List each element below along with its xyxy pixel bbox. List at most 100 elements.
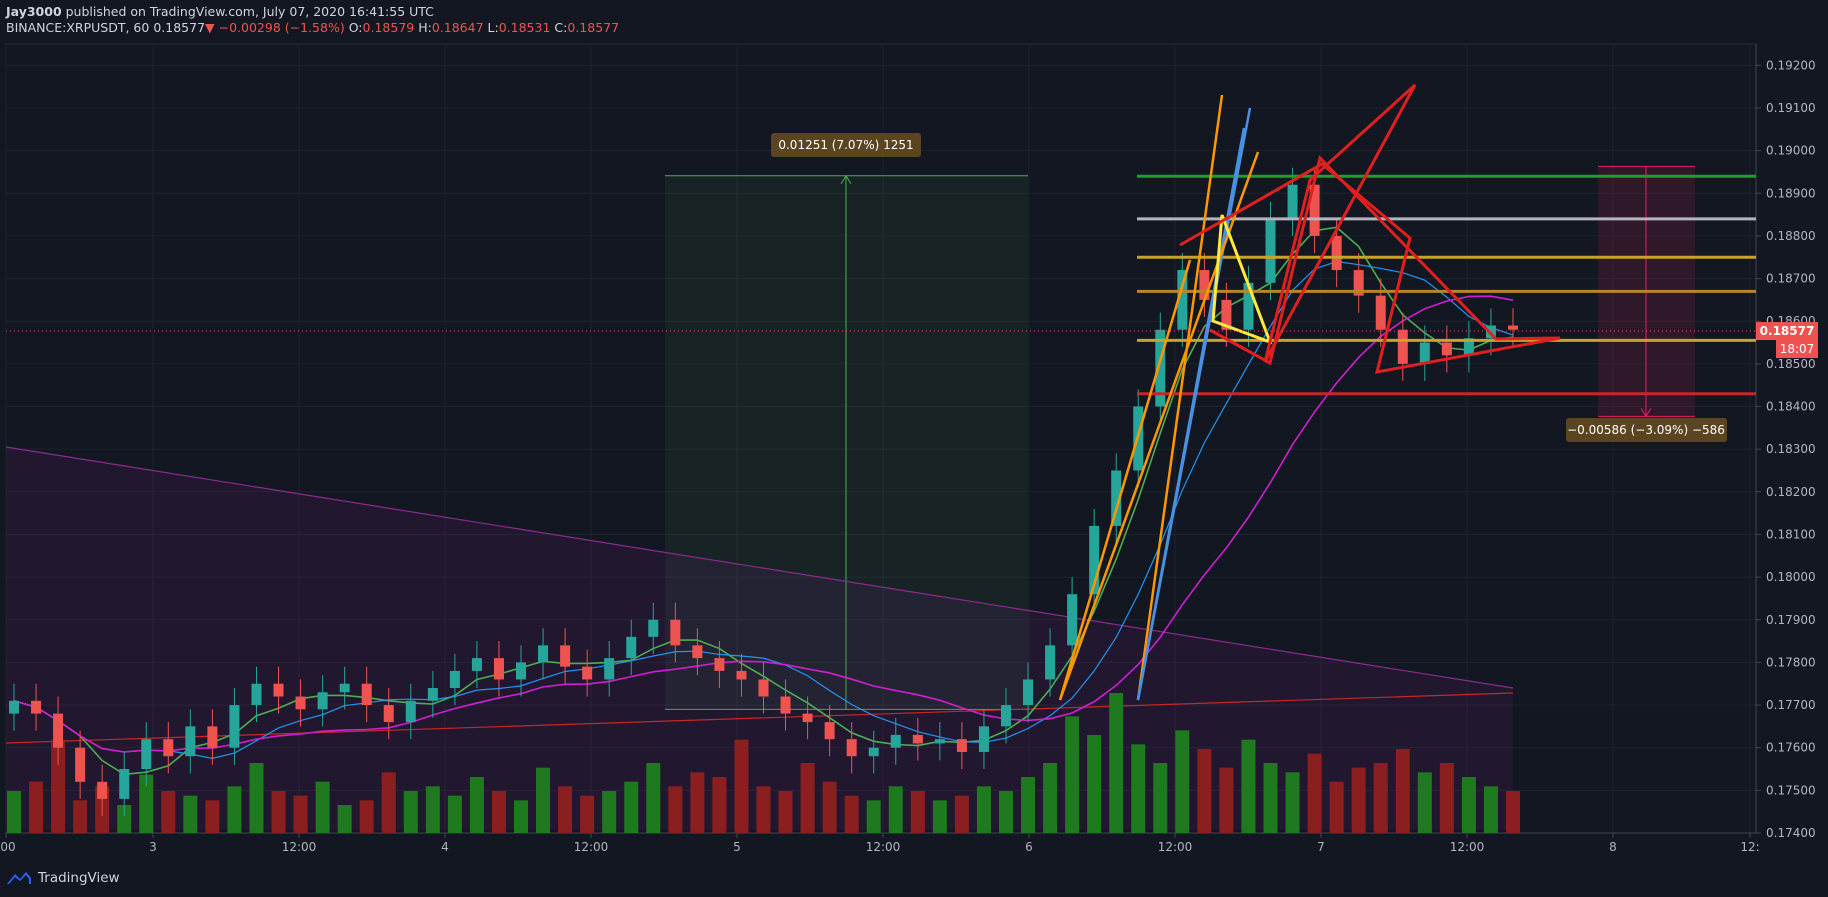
- candle-body: [97, 781, 108, 799]
- volume-bar: [1263, 763, 1278, 833]
- x-tick-label: 12:00: [866, 840, 901, 854]
- candle-body: [1353, 270, 1364, 296]
- volume-bar: [293, 795, 308, 833]
- descending-trendline: [5, 446, 1514, 689]
- volume-bar: [1329, 781, 1344, 833]
- candle-body: [516, 662, 527, 680]
- high-label: H:: [418, 20, 432, 35]
- candle-body: [9, 700, 19, 714]
- volume-bar: [668, 786, 683, 833]
- volume-bar: [954, 795, 969, 833]
- candle-body: [383, 705, 394, 723]
- candle-body: [1067, 594, 1078, 646]
- footer-brand[interactable]: TradingView: [38, 870, 120, 886]
- ma-slow-line: [13, 295, 1514, 753]
- candle-body: [1023, 679, 1034, 706]
- candle-body: [934, 739, 945, 744]
- volume-bar: [1175, 730, 1190, 833]
- candle-body: [1309, 184, 1320, 236]
- ohlc-line: BINANCE:XRPUSDT, 60 0.18577▼ −0.00298 (−…: [6, 20, 619, 36]
- candle-body: [626, 636, 637, 659]
- publisher-name[interactable]: Jay3000: [6, 4, 62, 19]
- volume-bar: [1483, 786, 1498, 833]
- publish-line: Jay3000 published on TradingView.com, Ju…: [6, 4, 619, 20]
- measure-down-label-bg: [1566, 418, 1727, 442]
- volume-bar: [844, 795, 859, 833]
- close-label: C:: [554, 20, 568, 35]
- y-tick-label: 0.17700: [1766, 698, 1816, 712]
- candle-body: [538, 645, 549, 663]
- candle-body: [1155, 329, 1166, 407]
- low-value: 0.18531: [498, 20, 551, 35]
- last-price-tag: [1756, 322, 1818, 341]
- volume-bar: [117, 805, 132, 833]
- candle-body: [1375, 295, 1386, 330]
- y-tick-label: 0.18500: [1766, 357, 1816, 371]
- candle-body: [1045, 645, 1056, 680]
- fan-line: [1058, 259, 1192, 701]
- volume-bar: [7, 791, 21, 833]
- candle-body: [295, 696, 306, 710]
- candle-body: [1111, 470, 1122, 526]
- x-tick-label: 3: [149, 840, 157, 854]
- y-tick-label: 0.17800: [1766, 655, 1816, 669]
- red-triangle: [1263, 83, 1417, 363]
- candle-body: [692, 645, 703, 659]
- y-tick-label: 0.18700: [1766, 272, 1816, 286]
- candle-body: [1441, 342, 1452, 356]
- candle-body: [1199, 270, 1210, 300]
- y-tick-label: 0.18200: [1766, 485, 1816, 499]
- volume-bar: [73, 800, 88, 833]
- x-tick-label: 6: [1025, 840, 1033, 854]
- change-value: ▼ −0.00298 (−1.58%): [205, 20, 345, 35]
- volume-bar: [359, 800, 374, 833]
- x-tick-label: 12:00: [574, 840, 609, 854]
- candle-body: [53, 713, 64, 748]
- volume-bar: [1439, 763, 1454, 833]
- candle-body: [185, 726, 196, 757]
- volume-bar: [425, 786, 440, 833]
- volume-bar: [1506, 791, 1520, 833]
- candle-body: [1287, 184, 1298, 219]
- volume-bar: [381, 772, 396, 833]
- open-label: O:: [348, 20, 363, 35]
- y-tick-label: 0.18900: [1766, 186, 1816, 200]
- volume-bar: [1307, 753, 1322, 833]
- volume-bar: [1285, 772, 1300, 833]
- symbol-label[interactable]: BINANCE:XRPUSDT, 60: [6, 20, 150, 35]
- volume-bar: [778, 791, 793, 833]
- last-price-label: 0.18577: [1760, 324, 1815, 338]
- measure-down-label: −0.00586 (−3.09%) −586: [1567, 423, 1725, 437]
- tradingview-logo-icon[interactable]: [6, 869, 32, 887]
- y-tick-label: 0.17400: [1766, 826, 1816, 840]
- volume-bar: [337, 805, 352, 833]
- y-tick-label: 0.18000: [1766, 570, 1816, 584]
- y-tick-label: 0.18800: [1766, 229, 1816, 243]
- candle-body: [560, 645, 571, 667]
- candle-body: [31, 700, 42, 714]
- volume-bar: [690, 772, 705, 833]
- volume-bar: [558, 786, 573, 833]
- candle-body: [119, 769, 130, 799]
- candle-body: [648, 619, 659, 637]
- volume-bar: [646, 763, 661, 833]
- y-tick-label: 0.19200: [1766, 58, 1816, 72]
- candle-body: [714, 658, 725, 671]
- volume-bar: [756, 786, 771, 833]
- volume-bar: [1087, 735, 1102, 833]
- candle-body: [604, 658, 615, 680]
- close-price: 0.18577: [153, 20, 206, 35]
- x-tick-label: 12:00: [1158, 840, 1193, 854]
- red-harmonic-pattern: [1179, 155, 1561, 374]
- volume-bar: [1373, 763, 1388, 833]
- volume-bar: [469, 777, 484, 833]
- volume-bar: [1197, 749, 1212, 833]
- volume-bar: [580, 795, 595, 833]
- volume-bar: [491, 791, 506, 833]
- candle-body: [758, 679, 769, 697]
- volume-bar: [249, 763, 264, 833]
- candle-body: [449, 670, 460, 688]
- high-value: 0.18647: [431, 20, 484, 35]
- candle-body: [670, 619, 681, 646]
